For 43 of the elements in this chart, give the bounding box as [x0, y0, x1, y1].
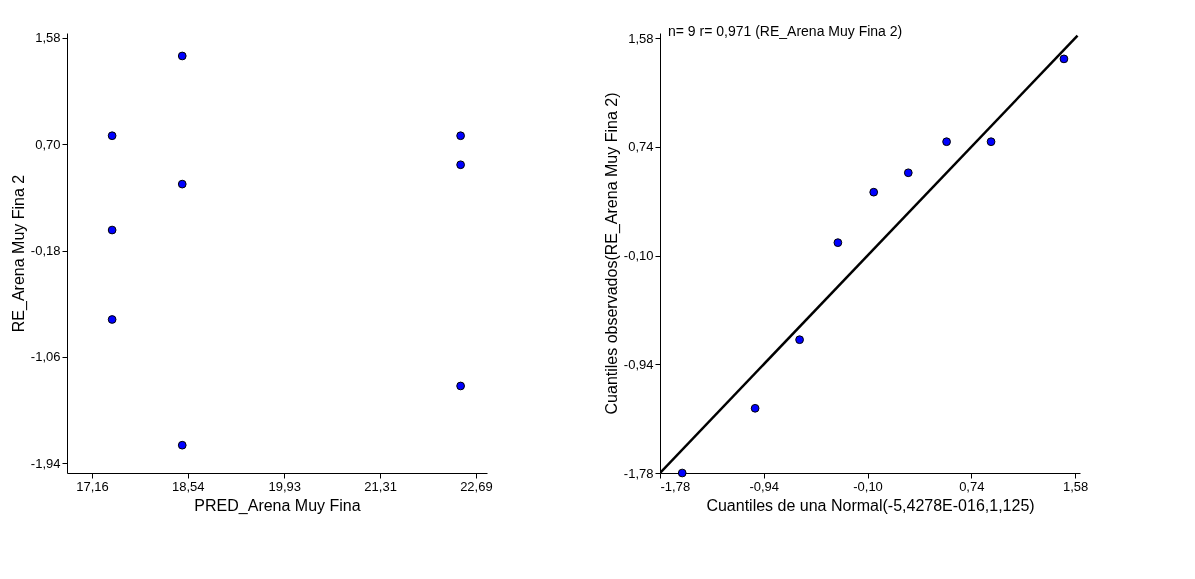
- point: [177, 51, 187, 61]
- point: [869, 187, 879, 197]
- y-tick-label: -0,18: [30, 243, 61, 259]
- point: [107, 131, 117, 141]
- point: [177, 440, 187, 450]
- y-tick-label: -0,10: [623, 248, 654, 264]
- point: [903, 168, 913, 178]
- x-tick-label: 18,54: [172, 478, 205, 494]
- y-tick-label: 1,58: [35, 30, 61, 46]
- point: [1059, 54, 1069, 64]
- x-tick-label: 1,58: [1062, 478, 1089, 494]
- y-tick-label: 0,70: [35, 136, 61, 152]
- point: [107, 225, 117, 235]
- x-tick-label: 17,16: [76, 478, 109, 494]
- x-axis-title: Cuantiles de una Normal(-5,4278E-016,1,125): [706, 496, 1035, 514]
- point: [456, 160, 465, 170]
- y-tick-label: 0,74: [628, 139, 654, 155]
- point: [986, 137, 996, 147]
- point: [833, 238, 843, 248]
- point: [750, 403, 760, 413]
- point: [107, 315, 117, 324]
- x-tick-label: -1,78: [660, 478, 691, 494]
- point: [177, 179, 187, 189]
- x-tick-label: 19,93: [268, 478, 302, 494]
- x-tick-label: 22,69: [460, 478, 493, 494]
- y-axis-title: RE_Arena Muy Fina 2: [9, 174, 28, 333]
- y-tick-label: -1,78: [623, 465, 654, 481]
- x-tick-label: 21,31: [364, 478, 397, 494]
- point: [677, 468, 687, 478]
- point: [456, 381, 465, 391]
- y-tick-label: -1,06: [30, 349, 61, 365]
- y-tick-label: -0,94: [623, 356, 654, 372]
- point: [795, 335, 804, 345]
- x-tick-label: -0,94: [749, 478, 780, 494]
- point: [942, 137, 951, 147]
- y-tick-label: 1,58: [628, 30, 654, 46]
- annotation: n= 9 r= 0,971 (RE_Arena Muy Fina 2): [668, 23, 903, 39]
- x-axis-title: PRED_Arena Muy Fina: [194, 496, 361, 515]
- x-tick-label: 0,74: [959, 478, 985, 494]
- x-tick-label: -0,10: [853, 478, 883, 494]
- y-tick-label: -1,94: [30, 455, 61, 471]
- y-axis-title: Cuantiles observados(RE_Arena Muy Fina 2): [602, 92, 621, 415]
- point: [456, 131, 465, 141]
